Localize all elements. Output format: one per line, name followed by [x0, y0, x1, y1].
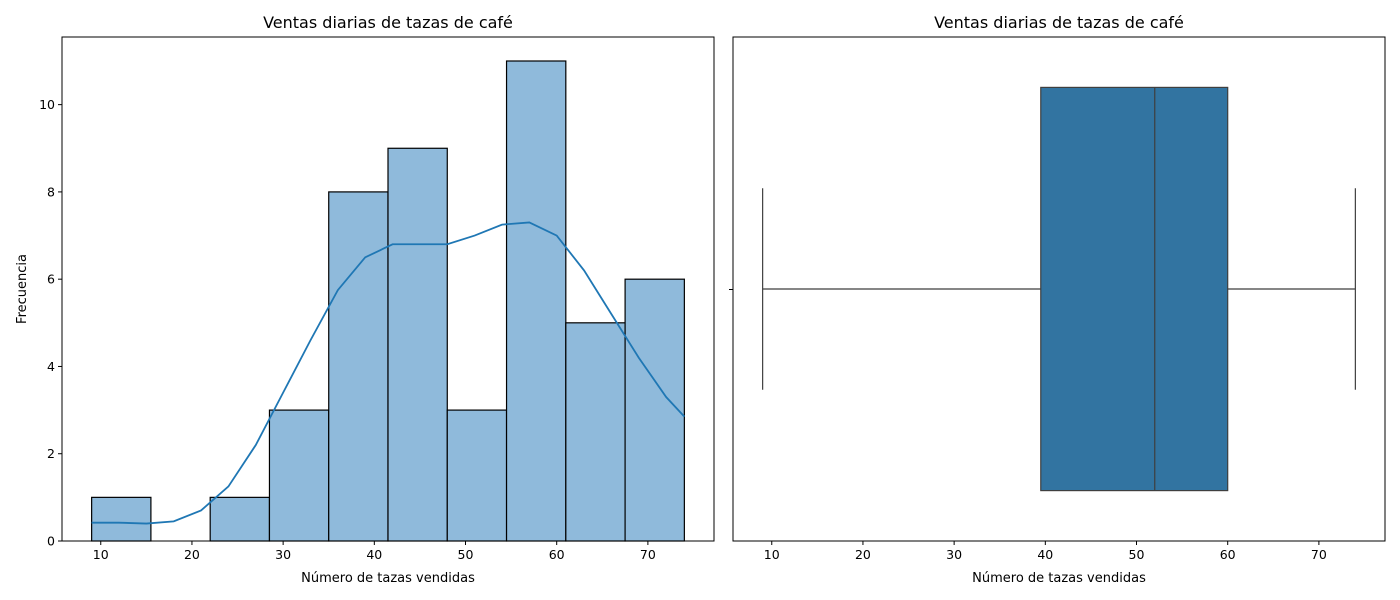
- boxplot-title: Ventas diarias de tazas de café: [934, 13, 1184, 32]
- histogram-axes-frame: [61, 36, 715, 542]
- iqr-box: [1040, 86, 1229, 492]
- x-tick-label: 70: [1311, 547, 1327, 562]
- x-tick-label: 10: [93, 547, 109, 562]
- histogram-bar: [565, 322, 626, 542]
- histogram-y-label: Frecuencia: [15, 254, 30, 324]
- histogram-bar: [446, 409, 508, 542]
- x-tick-label: 20: [855, 547, 871, 562]
- histogram-x-label: Número de tazas vendidas: [301, 571, 475, 586]
- x-tick-label: 10: [764, 547, 780, 562]
- x-tick-label: 40: [366, 547, 382, 562]
- x-tick-label: 70: [640, 547, 656, 562]
- x-tick-label: 30: [946, 547, 962, 562]
- y-tick-label: 8: [47, 184, 55, 199]
- y-tick-label: 2: [47, 446, 55, 461]
- histogram-bar: [268, 409, 330, 542]
- histogram-title: Ventas diarias de tazas de café: [263, 13, 513, 32]
- x-tick-label: 40: [1037, 547, 1053, 562]
- x-tick-label: 60: [549, 547, 565, 562]
- boxplot-chart: Ventas diarias de tazas de café 10 20 30 40…: [729, 13, 1386, 586]
- histogram-x-ticks: 10 20 30 40 50 60 70: [93, 541, 656, 562]
- x-tick-label: 20: [184, 547, 200, 562]
- y-tick-label: 0: [47, 534, 55, 549]
- y-tick-label: 4: [47, 359, 55, 374]
- histogram-bars: [91, 60, 685, 542]
- kde-line: [91, 221, 686, 525]
- y-tick-label: 6: [47, 272, 55, 287]
- x-tick-label: 50: [458, 547, 474, 562]
- histogram-bar: [328, 191, 389, 542]
- histogram-bar: [624, 278, 685, 542]
- histogram-bar: [387, 147, 448, 542]
- histogram-bar: [505, 60, 567, 542]
- y-tick-label: 10: [39, 97, 55, 112]
- boxplot-x-label: Número de tazas vendidas: [972, 571, 1146, 586]
- x-tick-label: 30: [275, 547, 291, 562]
- histogram-bar: [209, 496, 271, 542]
- histogram-bar: [91, 496, 152, 542]
- x-tick-label: 60: [1220, 547, 1236, 562]
- x-tick-label: 50: [1129, 547, 1145, 562]
- boxplot-elements: [762, 86, 1356, 492]
- histogram-chart: Ventas diarias de tazas de café 10 20 30 40…: [15, 13, 715, 586]
- histogram-y-ticks: 0 2 4 6 8 10: [39, 97, 62, 549]
- boxplot-x-ticks: 10 20 30 40 50 60 70: [764, 541, 1327, 562]
